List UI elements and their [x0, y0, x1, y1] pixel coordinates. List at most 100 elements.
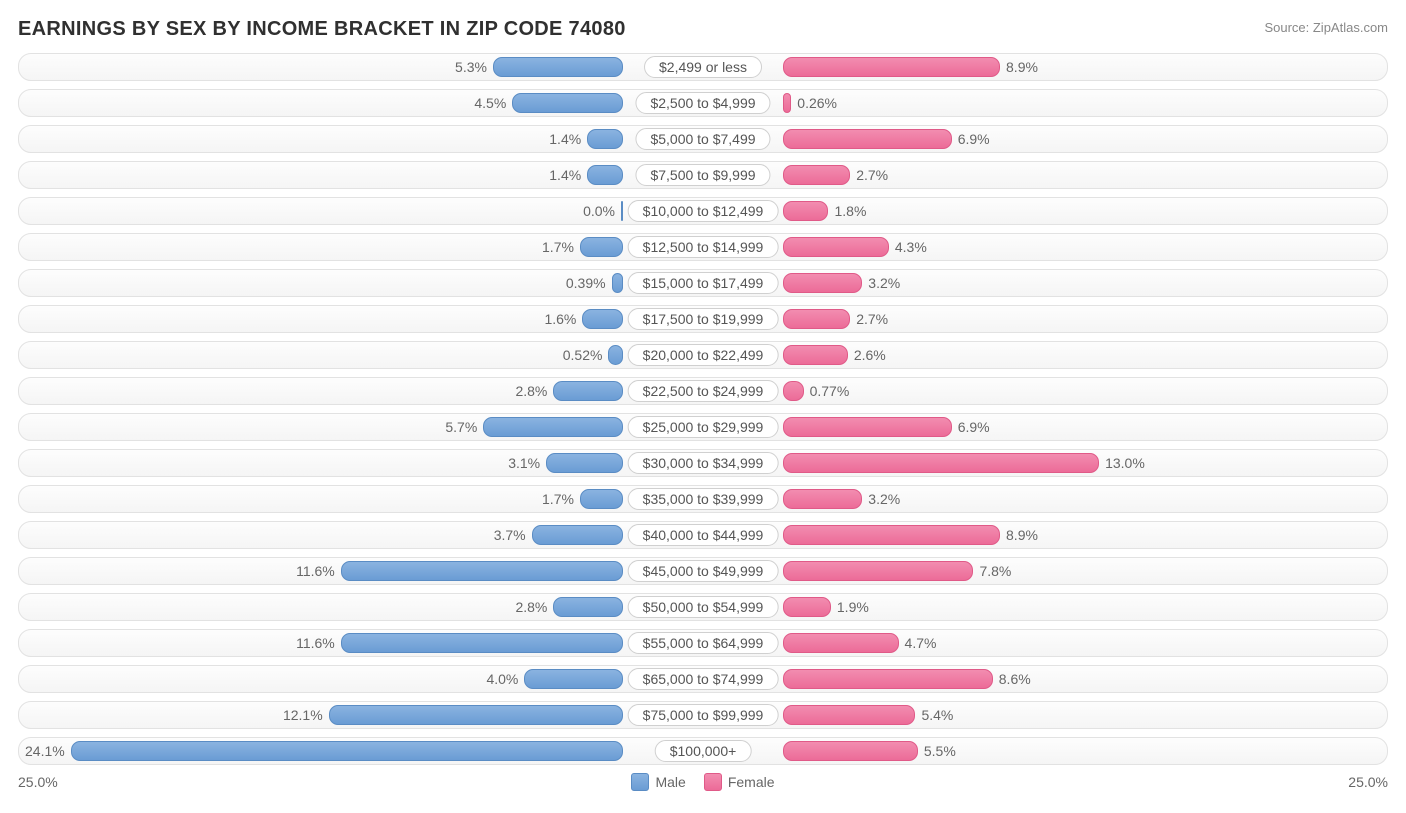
- chart-row: 5.7%6.9%$25,000 to $29,999: [18, 413, 1388, 441]
- female-value-label: 1.9%: [831, 599, 875, 615]
- legend-male-label: Male: [655, 774, 685, 790]
- chart-row: 1.4%2.7%$7,500 to $9,999: [18, 161, 1388, 189]
- chart-row: 11.6%4.7%$55,000 to $64,999: [18, 629, 1388, 657]
- chart-row: 1.4% 6.9% $5,000 to $7,499: [18, 125, 1388, 153]
- chart-title: EARNINGS BY SEX BY INCOME BRACKET IN ZIP…: [18, 18, 626, 41]
- female-value-label: 0.26%: [791, 95, 843, 111]
- chart-footer: 25.0% Male Female 25.0%: [18, 773, 1388, 791]
- female-value-label: 13.0%: [1099, 455, 1151, 471]
- male-side: 24.1%: [19, 738, 703, 764]
- female-bar: [783, 561, 973, 581]
- chart-row: 3.1%13.0%$30,000 to $34,999: [18, 449, 1388, 477]
- bracket-label: $45,000 to $49,999: [628, 560, 779, 582]
- female-swatch-icon: [704, 773, 722, 791]
- chart-row: 2.8% 1.9% $50,000 to $54,999: [18, 593, 1388, 621]
- female-side: 5.5%: [703, 738, 1387, 764]
- female-side: 0.77%: [703, 378, 1387, 404]
- chart-row: 24.1%5.5%$100,000+: [18, 737, 1388, 765]
- male-value-label: 2.8%: [509, 599, 553, 615]
- male-bar: [587, 165, 623, 185]
- female-side: 6.9%: [703, 414, 1387, 440]
- legend: Male Female: [631, 773, 774, 791]
- female-bar: [783, 93, 791, 113]
- female-bar: [783, 525, 1000, 545]
- male-side: 4.5%: [19, 90, 703, 116]
- male-side: 0.0%: [19, 198, 703, 224]
- bracket-label: $12,500 to $14,999: [628, 236, 779, 258]
- female-value-label: 8.9%: [1000, 527, 1044, 543]
- female-value-label: 3.2%: [862, 491, 906, 507]
- chart-source: Source: ZipAtlas.com: [1264, 18, 1388, 35]
- female-side: 3.2%: [703, 486, 1387, 512]
- male-bar: [608, 345, 623, 365]
- male-bar: [532, 525, 623, 545]
- female-bar: [783, 741, 918, 761]
- female-value-label: 4.3%: [889, 239, 933, 255]
- male-value-label: 11.6%: [290, 563, 341, 579]
- bracket-label: $75,000 to $99,999: [628, 704, 779, 726]
- female-value-label: 3.2%: [862, 275, 906, 291]
- male-bar: [553, 597, 623, 617]
- bracket-label: $50,000 to $54,999: [628, 596, 779, 618]
- bracket-label: $20,000 to $22,499: [628, 344, 779, 366]
- male-bar: [483, 417, 623, 437]
- male-value-label: 1.4%: [543, 131, 587, 147]
- chart-row: 1.7%3.2%$35,000 to $39,999: [18, 485, 1388, 513]
- female-side: 8.9%: [703, 522, 1387, 548]
- male-side: 5.3%: [19, 54, 703, 80]
- male-bar: [493, 57, 623, 77]
- female-side: 13.0%: [703, 450, 1387, 476]
- bracket-label: $15,000 to $17,499: [628, 272, 779, 294]
- male-value-label: 0.0%: [577, 203, 621, 219]
- bracket-label: $35,000 to $39,999: [628, 488, 779, 510]
- male-value-label: 4.0%: [480, 671, 524, 687]
- male-bar: [546, 453, 623, 473]
- chart-row: 2.8%0.77%$22,500 to $24,999: [18, 377, 1388, 405]
- axis-right-max: 25.0%: [1348, 774, 1388, 790]
- male-side: 2.8%: [19, 594, 703, 620]
- female-bar: [783, 453, 1099, 473]
- female-side: 2.7%: [703, 162, 1387, 188]
- female-side: 3.2%: [703, 270, 1387, 296]
- male-side: 0.52%: [19, 342, 703, 368]
- male-bar: [341, 561, 623, 581]
- bracket-label: $10,000 to $12,499: [628, 200, 779, 222]
- bracket-label: $5,000 to $7,499: [635, 128, 770, 150]
- female-value-label: 6.9%: [952, 131, 996, 147]
- bracket-label: $25,000 to $29,999: [628, 416, 779, 438]
- chart-row: 5.3%8.9%$2,499 or less: [18, 53, 1388, 81]
- male-value-label: 3.1%: [502, 455, 546, 471]
- bracket-label: $7,500 to $9,999: [635, 164, 770, 186]
- female-value-label: 0.77%: [804, 383, 856, 399]
- bracket-label: $65,000 to $74,999: [628, 668, 779, 690]
- male-value-label: 11.6%: [290, 635, 341, 651]
- male-side: 0.39%: [19, 270, 703, 296]
- female-bar: [783, 633, 899, 653]
- male-bar: [71, 741, 623, 761]
- female-side: 0.26%: [703, 90, 1387, 116]
- male-side: 4.0%: [19, 666, 703, 692]
- female-value-label: 8.9%: [1000, 59, 1044, 75]
- female-bar: [783, 57, 1000, 77]
- male-bar: [612, 273, 623, 293]
- female-value-label: 5.5%: [918, 743, 962, 759]
- female-value-label: 2.6%: [848, 347, 892, 363]
- female-bar: [783, 417, 952, 437]
- female-side: 1.8%: [703, 198, 1387, 224]
- female-bar: [783, 165, 850, 185]
- legend-female-label: Female: [728, 774, 775, 790]
- female-bar: [783, 201, 828, 221]
- chart-row: 11.6%7.8%$45,000 to $49,999: [18, 557, 1388, 585]
- female-side: 5.4%: [703, 702, 1387, 728]
- female-side: 4.3%: [703, 234, 1387, 260]
- axis-left-max: 25.0%: [18, 774, 58, 790]
- male-bar: [329, 705, 623, 725]
- male-bar: [621, 201, 623, 221]
- female-bar: [783, 309, 850, 329]
- male-value-label: 0.39%: [560, 275, 612, 291]
- male-value-label: 1.6%: [538, 311, 582, 327]
- bracket-label: $55,000 to $64,999: [628, 632, 779, 654]
- female-bar: [783, 237, 889, 257]
- male-bar: [587, 129, 623, 149]
- female-bar: [783, 705, 915, 725]
